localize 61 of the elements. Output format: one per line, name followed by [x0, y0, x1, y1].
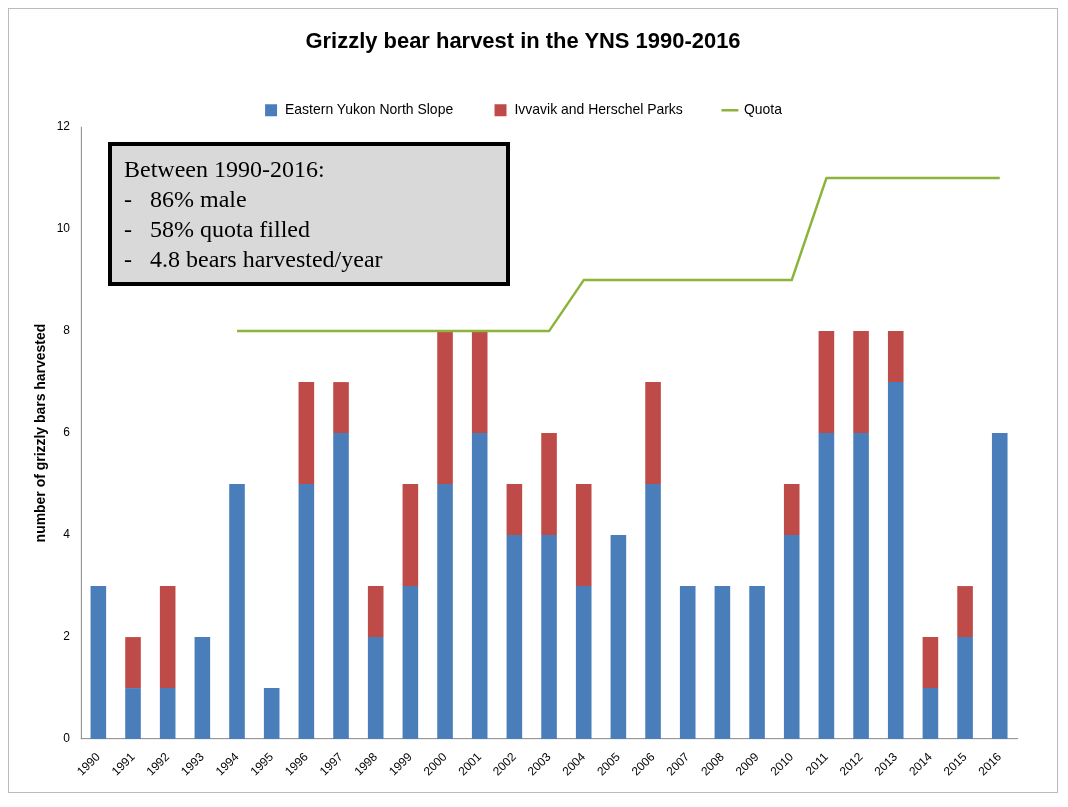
- legend-label: Quota: [743, 101, 783, 117]
- y-tick-label: 6: [63, 425, 71, 440]
- bar: [575, 586, 592, 740]
- y-tick-label: 8: [63, 323, 71, 338]
- bar: [437, 331, 453, 485]
- bar: [645, 484, 661, 740]
- y-tick-label: 10: [56, 221, 71, 236]
- bar: [887, 382, 904, 740]
- bar: [922, 637, 939, 689]
- bar: [506, 484, 523, 536]
- bar: [853, 433, 869, 740]
- annotation: - 4.8 bears harvested/year: [124, 245, 384, 274]
- bar: [957, 637, 973, 740]
- bar: [922, 688, 939, 740]
- bar: [194, 637, 211, 740]
- bar: [506, 535, 523, 740]
- bar: [471, 331, 488, 434]
- bar: [298, 484, 315, 740]
- bar: [541, 535, 557, 740]
- bar: [957, 586, 973, 638]
- legend-label: Eastern Yukon North Slope: [285, 101, 454, 117]
- bar: [90, 586, 107, 740]
- bar: [645, 382, 661, 485]
- bar: [783, 535, 800, 740]
- bar: [367, 586, 384, 638]
- legend-label: Ivvavik and Herschel Parks: [514, 101, 683, 117]
- bar: [887, 331, 904, 383]
- annotation: - 86% male: [124, 185, 248, 214]
- bar: [853, 331, 869, 434]
- bar: [263, 688, 280, 740]
- bar: [679, 586, 696, 740]
- bar: [333, 382, 349, 434]
- bar: [471, 433, 488, 740]
- bar: [818, 331, 835, 434]
- bar: [610, 535, 627, 740]
- bar: [541, 433, 557, 536]
- bar: [367, 637, 384, 740]
- bar: [402, 484, 419, 587]
- y-tick-label: 12: [56, 119, 71, 134]
- annotation: Between 1990-2016:: [124, 155, 326, 184]
- bar: [818, 433, 835, 740]
- bar: [402, 586, 419, 740]
- y-tick-label: 2: [63, 629, 71, 644]
- bar: [159, 688, 176, 740]
- bar: [229, 484, 245, 740]
- bar: [714, 586, 731, 740]
- y-tick-label: 4: [63, 527, 71, 542]
- bar: [298, 382, 315, 485]
- bar: [125, 637, 141, 689]
- annotation: - 58% quota filled: [124, 215, 311, 244]
- bar: [991, 433, 1008, 740]
- chart-title: Grizzly bear harvest in the YNS 1990-2016: [305, 28, 741, 54]
- y-tick-label: 0: [63, 731, 71, 746]
- bar: [125, 688, 141, 740]
- y-axis-title: number of grizzly bars harvested: [32, 323, 49, 543]
- bar: [333, 433, 349, 740]
- bar: [575, 484, 592, 587]
- bar: [783, 484, 800, 536]
- bar: [437, 484, 453, 740]
- bar: [159, 586, 176, 689]
- bar: [749, 586, 765, 740]
